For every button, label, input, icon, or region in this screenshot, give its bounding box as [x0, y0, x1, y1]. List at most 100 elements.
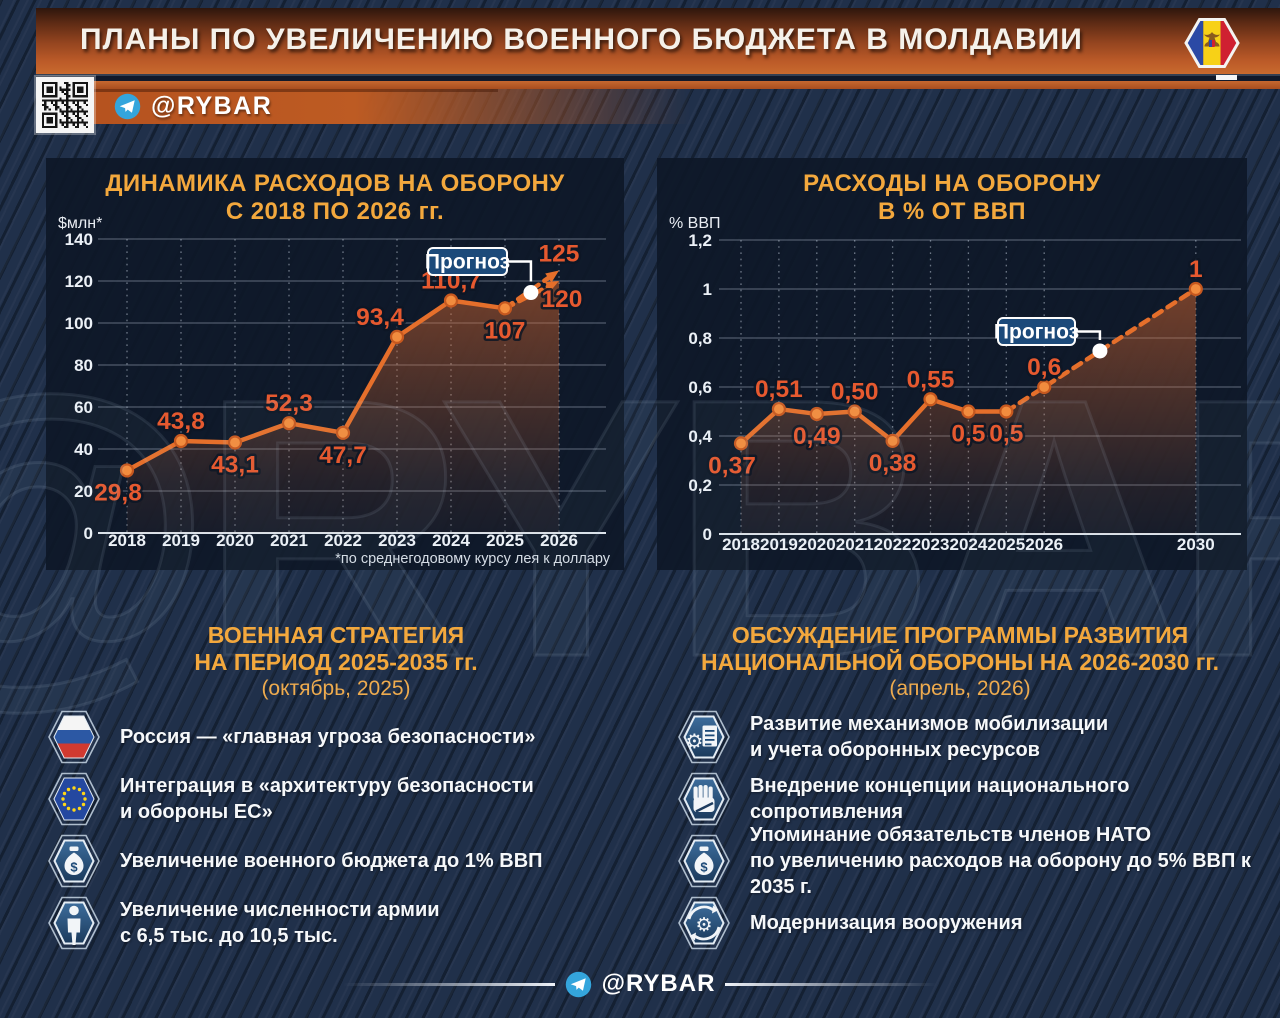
header-divider	[36, 74, 1280, 81]
svg-text:107: 107	[485, 317, 526, 344]
svg-text:2030: 2030	[1177, 535, 1215, 554]
svg-text:43,1: 43,1	[211, 451, 259, 478]
svg-text:2020: 2020	[798, 535, 836, 554]
svg-text:2025: 2025	[987, 535, 1025, 554]
svg-text:2022: 2022	[874, 535, 912, 554]
fist-icon	[678, 771, 730, 827]
money-bag-icon: $	[678, 833, 730, 889]
svg-text:0: 0	[703, 525, 712, 544]
svg-text:⚙: ⚙	[695, 914, 712, 936]
svg-text:0,37: 0,37	[708, 452, 756, 479]
svg-text:0,6: 0,6	[1027, 354, 1061, 381]
svg-text:52,3: 52,3	[265, 390, 313, 417]
svg-text:40: 40	[74, 440, 93, 459]
page-title: ПЛАНЫ ПО УВЕЛИЧЕНИЮ ВОЕННОГО БЮДЖЕТА В М…	[80, 23, 1083, 56]
gear-document-icon: ⚙	[678, 709, 730, 765]
section-subtitle: (октябрь, 2025)	[261, 677, 411, 700]
svg-text:0,38: 0,38	[869, 450, 917, 477]
svg-text:0,6: 0,6	[688, 378, 712, 397]
svg-text:Прогноз: Прогноз	[994, 321, 1079, 344]
svg-text:43,8: 43,8	[157, 408, 205, 435]
svg-text:2025: 2025	[486, 531, 524, 550]
list-item: Внедрение концепции национального сопрот…	[650, 768, 1270, 830]
list-item-text: Интеграция в «архитектуру безопасности и …	[120, 775, 534, 823]
svg-text:0,51: 0,51	[755, 376, 803, 403]
svg-text:Прогноз: Прогноз	[425, 251, 510, 274]
list-item: ⚙ Модернизация вооружения	[650, 892, 1270, 954]
svg-text:0,49: 0,49	[793, 423, 841, 450]
section-title: ОБСУЖДЕНИЕ ПРОГРАММЫ РАЗВИТИЯ НАЦИОНАЛЬН…	[700, 622, 1220, 675]
chart-panel-defense-spending: ДИНАМИКА РАСХОДОВ НА ОБОРОНУ С 2018 ПО 2…	[46, 158, 624, 570]
moldova-flag-icon	[1184, 18, 1240, 68]
svg-text:⚙: ⚙	[686, 729, 704, 753]
svg-text:2023: 2023	[378, 531, 416, 550]
section-defense-program: ОБСУЖДЕНИЕ ПРОГРАММЫ РАЗВИТИЯ НАЦИОНАЛЬН…	[650, 622, 1270, 954]
svg-text:2026: 2026	[540, 531, 578, 550]
svg-text:2019: 2019	[760, 535, 798, 554]
svg-text:120: 120	[65, 272, 93, 291]
telegram-icon	[565, 971, 592, 998]
line-chart-defense-spending: 0 20 40 60 80 100 120 140 2018 2019 2020 2021 2022 20…	[65, 230, 606, 550]
russia-flag-icon	[48, 709, 100, 765]
svg-text:2018: 2018	[722, 535, 760, 554]
y-axis-unit: $млн*	[58, 215, 103, 232]
qr-code[interactable]	[36, 77, 94, 133]
svg-text:29,8: 29,8	[94, 479, 142, 506]
telegram-icon	[114, 93, 141, 120]
section-title: ВОЕННАЯ СТРАТЕГИЯ НА ПЕРИОД 2025-2035 гг…	[194, 622, 478, 675]
footer: @RYBAR	[0, 970, 1280, 998]
footer-line-left	[342, 982, 555, 986]
footer-line-right	[725, 982, 938, 986]
svg-text:1: 1	[703, 280, 712, 299]
divider-dash	[1216, 75, 1237, 80]
channel-bar: @RYBAR	[36, 89, 876, 124]
svg-text:2019: 2019	[162, 531, 200, 550]
list-item: $ Упоминание обязательств членов НАТО по у…	[650, 824, 1270, 898]
svg-text:0,5: 0,5	[989, 421, 1023, 448]
svg-text:125: 125	[539, 241, 580, 268]
list-item-text: Модернизация вооружения	[750, 912, 1023, 934]
svg-text:2024: 2024	[432, 531, 470, 550]
header-banner: ПЛАНЫ ПО УВЕЛИЧЕНИЮ ВОЕННОГО БЮДЖЕТА В М…	[36, 8, 1280, 74]
list-item-text: Внедрение концепции национального сопрот…	[750, 775, 1130, 823]
svg-text:2022: 2022	[324, 531, 362, 550]
svg-text:2021: 2021	[270, 531, 308, 550]
svg-text:0,4: 0,4	[688, 427, 712, 446]
list-item-text: Развитие механизмов мобилизации и учета о…	[750, 713, 1109, 761]
gear-cycle-icon: ⚙	[678, 895, 730, 951]
svg-text:93,4: 93,4	[356, 304, 404, 331]
list-item: Увеличение численности армии с 6,5 тыс. д…	[46, 892, 626, 954]
soldier-icon	[48, 895, 100, 951]
svg-text:0,55: 0,55	[907, 366, 955, 393]
list-item: Россия — «главная угроза безопасности»	[46, 706, 626, 768]
list-item: Интеграция в «архитектуру безопасности и …	[46, 768, 626, 830]
channel-handle[interactable]: @RYBAR	[151, 92, 273, 120]
chart-panel-gdp-share: РАСХОДЫ НА ОБОРОНУ В % ОТ ВВП % ВВП 0 0,2…	[657, 158, 1247, 570]
list-item-text: Увеличение военного бюджета до 1% ВВП	[120, 850, 543, 872]
svg-text:20: 20	[74, 482, 93, 501]
svg-text:0: 0	[84, 524, 93, 543]
svg-text:80: 80	[74, 356, 93, 375]
svg-text:2026: 2026	[1025, 535, 1063, 554]
list-item: $ Увеличение военного бюджета до 1% ВВП	[46, 830, 626, 892]
eu-flag-icon	[48, 771, 100, 827]
svg-text:$: $	[700, 860, 708, 875]
svg-text:2020: 2020	[216, 531, 254, 550]
svg-text:2023: 2023	[912, 535, 950, 554]
money-bag-icon: $	[48, 833, 100, 889]
svg-text:$: $	[70, 860, 78, 875]
footer-handle[interactable]: @RYBAR	[601, 970, 716, 997]
chart-title: ДИНАМИКА РАСХОДОВ НА ОБОРОНУ С 2018 ПО 2…	[105, 170, 565, 225]
svg-text:0,2: 0,2	[688, 476, 712, 495]
list-item-text: Россия — «главная угроза безопасности»	[120, 726, 536, 748]
svg-text:120: 120	[542, 286, 583, 313]
svg-text:0,5: 0,5	[951, 421, 985, 448]
svg-text:1: 1	[1189, 256, 1203, 283]
svg-text:100: 100	[65, 314, 93, 333]
svg-text:1,2: 1,2	[688, 231, 712, 250]
section-subtitle: (апрель, 2026)	[889, 677, 1031, 700]
list-item-text: Увеличение численности армии с 6,5 тыс. д…	[120, 899, 440, 947]
chart-footnote: *по среднегодовому курсу лея к доллару	[335, 551, 610, 567]
